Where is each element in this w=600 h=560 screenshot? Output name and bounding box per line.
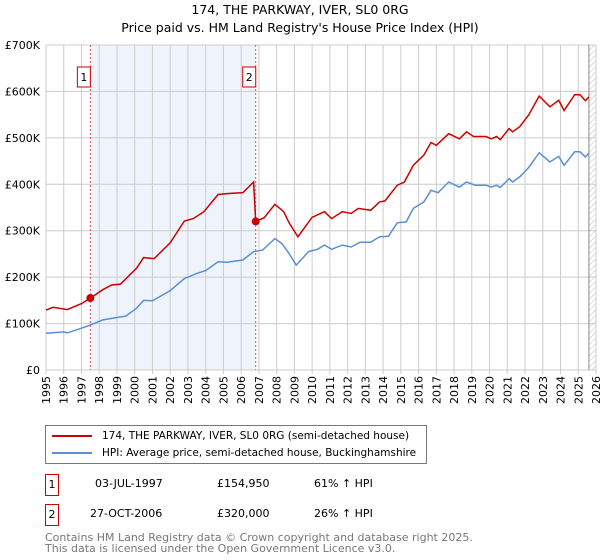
x-tick-label: 2014 xyxy=(377,376,390,404)
x-tick-label: 2012 xyxy=(342,376,355,404)
x-tick-label: 2007 xyxy=(253,376,266,404)
footer-line: This data is licensed under the Open Gov… xyxy=(45,542,396,555)
x-tick-label: 2020 xyxy=(484,376,497,404)
transaction-price: £320,000 xyxy=(217,507,270,520)
x-tick-label: 2021 xyxy=(501,376,514,404)
x-tick-label: 2019 xyxy=(466,376,479,404)
legend-hpi-label: HPI: Average price, semi-detached house,… xyxy=(102,447,417,459)
chart-title: 174, THE PARKWAY, IVER, SL0 0RG xyxy=(191,2,409,17)
transaction-price: £154,950 xyxy=(217,477,270,490)
x-tick-label: 2026 xyxy=(590,376,600,404)
x-tick-label: 1996 xyxy=(58,376,71,404)
x-tick-label: 2017 xyxy=(430,376,443,404)
x-tick-label: 2006 xyxy=(235,376,248,404)
legend-property-label: 174, THE PARKWAY, IVER, SL0 0RG (semi-de… xyxy=(102,430,410,442)
x-tick-label: 2023 xyxy=(537,376,550,404)
x-tick-label: 2025 xyxy=(572,376,585,404)
x-tick-label: 2015 xyxy=(395,376,408,404)
y-tick-label: £600K xyxy=(5,85,41,98)
x-tick-label: 2016 xyxy=(413,376,426,404)
x-tick-label: 2009 xyxy=(288,376,301,404)
sale-label: 1 xyxy=(80,71,87,84)
footer: Contains HM Land Registry data © Crown c… xyxy=(45,532,473,554)
x-tick-label: 2022 xyxy=(519,376,532,404)
x-tick-label: 2008 xyxy=(271,376,284,404)
x-tick-label: 1997 xyxy=(75,376,88,404)
legend-hpi-swatch xyxy=(52,452,92,454)
transaction-row: 1 03-JUL-1997 £154,950 61% ↑ HPI xyxy=(45,474,545,496)
sale-label-box xyxy=(76,66,91,88)
chart-subtitle: Price paid vs. HM Land Registry's House … xyxy=(121,20,479,35)
x-tick-label: 2013 xyxy=(359,376,372,404)
x-tick-label: 2004 xyxy=(200,376,213,404)
x-tick-label: 2005 xyxy=(217,376,230,404)
sale-label: 2 xyxy=(246,71,253,84)
footer-line: Contains HM Land Registry data © Crown c… xyxy=(45,531,473,544)
sale-period-shading xyxy=(90,45,256,370)
y-tick-label: £200K xyxy=(5,271,41,284)
x-tick-label: 2001 xyxy=(146,376,159,404)
x-tick-label: 2024 xyxy=(555,376,568,404)
transaction-row: 2 27-OCT-2006 £320,000 26% ↑ HPI xyxy=(45,504,545,526)
x-tick-label: 2018 xyxy=(448,376,461,404)
sale-point xyxy=(86,294,95,303)
x-tick-label: 2003 xyxy=(182,376,195,404)
transaction-number: 2 xyxy=(45,504,59,526)
y-tick-label: £0 xyxy=(26,364,40,377)
x-tick-label: 2002 xyxy=(164,376,177,404)
x-tick-label: 1998 xyxy=(93,376,106,404)
hpi-line xyxy=(45,151,590,335)
transaction-hpi: 61% ↑ HPI xyxy=(314,477,373,490)
transaction-number: 1 xyxy=(45,474,59,496)
legend: 174, THE PARKWAY, IVER, SL0 0RG (semi-de… xyxy=(45,425,427,464)
x-tick-label: 2000 xyxy=(129,376,142,404)
y-tick-label: £100K xyxy=(5,318,41,331)
y-tick-label: £700K xyxy=(5,39,41,52)
transaction-hpi: 26% ↑ HPI xyxy=(314,507,373,520)
sale-label-box xyxy=(242,66,257,88)
price-chart: 1995 1996 1997 1998 1999 2000 2001 2002 2003 2004… xyxy=(5,39,600,404)
sale-point xyxy=(251,217,260,226)
legend-property-swatch xyxy=(52,435,92,437)
x-tick-label: 2010 xyxy=(306,376,319,404)
x-tick-label: 1999 xyxy=(111,376,124,404)
x-tick-label: 1995 xyxy=(40,376,53,404)
property-price-line xyxy=(45,93,590,311)
x-tick-label: 2011 xyxy=(324,376,337,404)
forecast-hatch xyxy=(588,45,596,370)
y-tick-label: £400K xyxy=(5,178,41,191)
y-tick-label: £300K xyxy=(5,225,41,238)
transaction-date: 27-OCT-2006 xyxy=(90,507,163,520)
transaction-date: 03-JUL-1997 xyxy=(95,477,163,490)
y-tick-label: £500K xyxy=(5,132,41,145)
